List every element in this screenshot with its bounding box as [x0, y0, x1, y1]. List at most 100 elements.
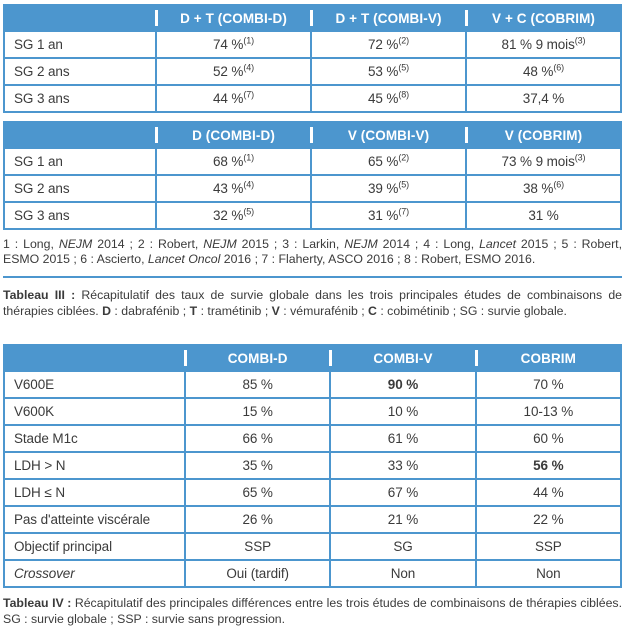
row-label: SG 1 an — [3, 30, 157, 59]
value-cell: 90 % — [329, 370, 477, 399]
value-cell: 53 %(5) — [310, 57, 467, 86]
reference-superscript: (1) — [243, 152, 255, 163]
value-cell: 60 % — [474, 424, 623, 453]
reference-superscript: (7) — [398, 206, 410, 217]
reference-superscript: (3) — [574, 152, 586, 163]
value-cell: 37,4 % — [465, 84, 622, 113]
cell-value: 22 % — [533, 512, 564, 527]
value-cell: Oui (tardif) — [183, 559, 332, 588]
cell-value: 72 % — [367, 37, 399, 52]
text-segment: 2015 ; 3 : Larkin, — [236, 237, 345, 251]
value-cell: 22 % — [474, 505, 623, 534]
reference-superscript: (4) — [243, 62, 255, 73]
cell-value: 44 % — [212, 91, 244, 106]
cell-value: 74 % — [212, 37, 244, 52]
cell-value: 21 % — [387, 512, 419, 527]
value-cell: 44 %(7) — [155, 84, 312, 113]
text-segment: NEJM — [203, 237, 237, 251]
table-row: SG 3 ans 44 %(7) 45 %(8) 37,4 % — [3, 84, 622, 113]
cell-value: SG — [393, 539, 413, 554]
cell-value: 15 % — [242, 404, 273, 419]
value-cell: 70 % — [474, 370, 623, 399]
table-row: SG 3 ans 32 %(5) 31 %(7) 31 % — [3, 201, 622, 230]
reference-superscript: (5) — [243, 206, 255, 217]
table-row: SG 1 an 68 %(1) 65 %(2) 73 % 9 mois(3) — [3, 147, 622, 176]
header-row: D + T (COMBI-D) D + T (COMBI-V) V + C (COB… — [3, 4, 622, 32]
table-row: V600E 85 % 90 % 70 % — [3, 370, 623, 399]
cell-value: 31 % — [367, 208, 399, 223]
value-cell: Non — [474, 559, 623, 588]
value-cell: 65 % — [183, 478, 332, 507]
text-segment: D — [102, 303, 112, 318]
value-cell: SSP — [474, 532, 623, 561]
tableau-iii-caption: Tableau III : Récapitulatif des taux de … — [3, 288, 622, 319]
column-header: V (COMBI-V) — [310, 121, 467, 149]
references-footnote: 1 : Long, NEJM 2014 ; 2 : Robert, NEJM 2… — [3, 237, 622, 267]
text-segment: Tableau IV : — [3, 596, 72, 610]
value-cell: 52 %(4) — [155, 57, 312, 86]
row-label: LDH ≤ N — [3, 478, 186, 507]
cell-value: 67 % — [387, 485, 419, 500]
corner-header-cell — [3, 4, 157, 32]
value-cell: 74 %(1) — [155, 30, 312, 59]
cell-value: Non — [536, 566, 561, 581]
cell-value: 70 % — [533, 377, 564, 392]
cell-value: 35 % — [242, 458, 273, 473]
value-cell: 65 %(2) — [310, 147, 467, 176]
cell-value: 44 % — [533, 485, 564, 500]
value-cell: 48 %(6) — [465, 57, 622, 86]
column-header: V + C (COBRIM) — [465, 4, 622, 32]
cell-value: 85 % — [242, 377, 273, 392]
column-header: D + T (COMBI-D) — [155, 4, 312, 32]
text-segment: NEJM — [58, 237, 93, 251]
value-cell: 73 % 9 mois(3) — [465, 147, 622, 176]
text-segment: 1 : Long, — [3, 237, 59, 251]
text-segment: Lancet — [479, 237, 516, 251]
cell-value: 65 % — [242, 485, 273, 500]
header-row: D (COMBI-D) V (COMBI-V) V (COBRIM) — [3, 121, 622, 149]
cell-value: 32 % — [212, 208, 244, 223]
cell-value: 81 % 9 mois — [501, 37, 575, 52]
tableau-iv-differences-table: COMBI-D COMBI-V COBRIM V600E 85 % 90 % 70 % V60… — [3, 344, 623, 588]
column-header: V (COBRIM) — [465, 121, 622, 149]
table-row: V600K 15 % 10 % 10-13 % — [3, 397, 623, 426]
cell-value: 66 % — [242, 431, 273, 446]
text-segment: Récapitulatif des taux de survie globale… — [3, 288, 622, 318]
cell-value: 37,4 % — [522, 91, 565, 106]
text-segment: 2014 ; 4 : Long, — [377, 237, 480, 251]
table-row: SG 1 an 74 %(1) 72 %(2) 81 % 9 mois(3) — [3, 30, 622, 59]
text-segment: V — [271, 303, 280, 318]
value-cell: 85 % — [183, 370, 332, 399]
cell-value: 73 % 9 mois — [501, 154, 575, 169]
cell-value: 53 % — [367, 64, 399, 79]
row-label: LDH > N — [3, 451, 186, 480]
value-cell: 33 % — [329, 451, 477, 480]
corner-header-cell — [3, 344, 186, 372]
cell-value: 68 % — [212, 154, 244, 169]
divider-rule — [3, 276, 622, 278]
row-label: V600E — [3, 370, 186, 399]
text-segment: : cobimétinib ; SG : survie globale. — [376, 303, 567, 318]
value-cell: 72 %(2) — [310, 30, 467, 59]
table-row: Stade M1c 66 % 61 % 60 % — [3, 424, 623, 453]
tableau-iv-caption: Tableau IV : Récapitulatif des principal… — [3, 596, 622, 627]
value-cell: 68 %(1) — [155, 147, 312, 176]
value-cell: 26 % — [183, 505, 332, 534]
value-cell: 21 % — [329, 505, 477, 534]
value-cell: 44 % — [474, 478, 623, 507]
value-cell: 67 % — [329, 478, 477, 507]
cell-value: SSP — [244, 539, 272, 554]
value-cell: 38 %(6) — [465, 174, 622, 203]
value-cell: 35 % — [183, 451, 332, 480]
corner-header-cell — [3, 121, 157, 149]
text-segment: Récapitulatif des principales différence… — [3, 596, 622, 626]
row-label: Stade M1c — [3, 424, 186, 453]
row-label: SG 2 ans — [3, 57, 157, 86]
row-label: Objectif principal — [3, 532, 186, 561]
reference-superscript: (5) — [398, 62, 410, 73]
cell-value: 38 % — [522, 181, 554, 196]
reference-superscript: (1) — [243, 35, 255, 46]
header-row: COMBI-D COMBI-V COBRIM — [3, 344, 623, 372]
cell-value: 10-13 % — [523, 404, 574, 419]
